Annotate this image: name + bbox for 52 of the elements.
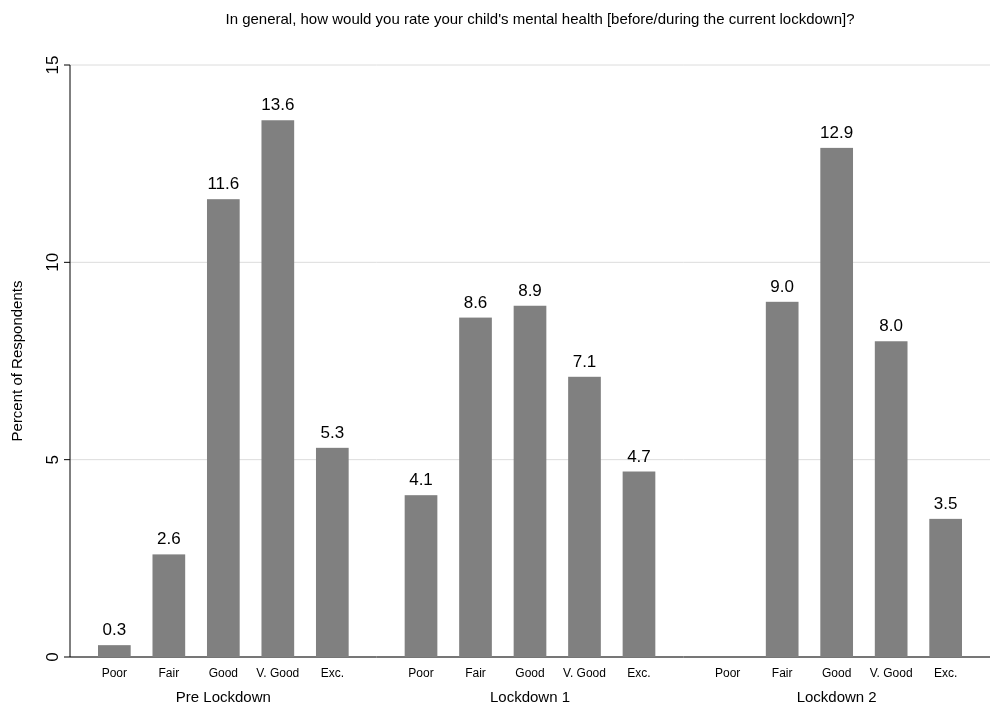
bar [315, 447, 349, 657]
bar [459, 317, 492, 657]
data-label: 12.9 [820, 122, 854, 142]
data-label: 8.9 [518, 280, 542, 300]
bar [98, 645, 131, 657]
data-label: 4.1 [409, 470, 433, 490]
bar [622, 471, 656, 657]
data-label: 11.6 [207, 174, 240, 194]
data-label: 8.0 [879, 316, 903, 336]
x-axis-title: Lockdown 1 [489, 688, 571, 705]
x-tick-label: Fair [771, 666, 793, 680]
data-label: 0.3 [102, 620, 127, 640]
x-tick-label: Good [208, 666, 239, 680]
data-label: 4.7 [627, 446, 651, 466]
x-tick-label: Exc. [627, 666, 651, 680]
bar [404, 495, 438, 657]
x-axis-title: Lockdown 2 [796, 688, 877, 705]
y-tick-label: 5 [43, 454, 62, 465]
x-tick-label: Poor [101, 666, 128, 680]
x-tick-label: Exc. [933, 666, 958, 680]
x-tick-label: Fair [158, 666, 180, 680]
bar [513, 305, 547, 657]
bar [261, 120, 295, 657]
data-label: 3.5 [933, 493, 958, 513]
bar [820, 147, 854, 657]
data-label: 5.3 [320, 422, 345, 442]
y-axis-title: Percent of Respondents [8, 280, 25, 442]
y-tick-label: 15 [43, 55, 62, 75]
bar [874, 341, 908, 657]
data-label: 13.6 [261, 95, 295, 115]
x-tick-label: Poor [715, 666, 741, 680]
bar [765, 301, 799, 657]
bar [152, 554, 186, 657]
bar [568, 376, 601, 657]
x-tick-label: V. Good [256, 666, 300, 680]
x-tick-label: V. Good [563, 666, 606, 680]
y-tick-label: 0 [43, 652, 62, 662]
x-axis-title: Pre Lockdown [175, 688, 271, 705]
bar [929, 518, 962, 657]
data-label: 9.0 [770, 276, 794, 296]
data-label: 8.6 [463, 292, 488, 312]
bar [206, 199, 240, 657]
data-label: 2.6 [157, 529, 181, 549]
x-tick-label: Exc. [320, 666, 344, 680]
text: In general, how would you rate your child's mental health [before/during the current lockdown]? [225, 10, 855, 27]
x-tick-label: Good [515, 666, 545, 680]
x-tick-label: V. Good [869, 666, 913, 680]
x-tick-label: Fair [465, 666, 486, 680]
y-tick-label: 10 [43, 252, 62, 272]
data-label: 7.1 [572, 351, 597, 371]
x-tick-label: Good [821, 666, 852, 680]
x-tick-label: Poor [408, 666, 434, 680]
